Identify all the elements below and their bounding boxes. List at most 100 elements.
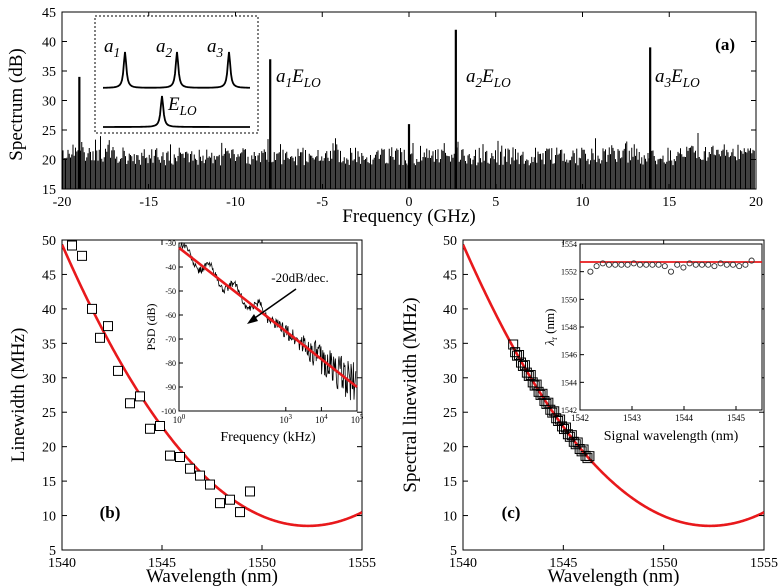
y-tick-label-a: 15 (42, 183, 56, 198)
inset-x-tick-label: 103 (280, 413, 293, 425)
inset-y-tick-label: -30 (165, 239, 176, 248)
inset-y-tick-label: -70 (165, 335, 176, 344)
x-tick-label: 1555 (348, 556, 376, 571)
tick-exponent: 4 (324, 413, 328, 421)
x-axis-label: Wavelength (nm) (146, 566, 278, 587)
data-point (78, 251, 87, 260)
y-tick-label-a: 35 (42, 65, 56, 80)
y-axis-label: Spectral linewidth (MHz) (400, 297, 421, 492)
inset-y-tick-label: 1542 (561, 406, 577, 415)
x-tick-label-a: 15 (662, 195, 676, 210)
inset-y-tick-label: -50 (165, 287, 176, 296)
inset-y-label-unit: (nm) (542, 309, 557, 334)
data-point (136, 392, 145, 401)
inset-y-tick-label: -90 (165, 383, 176, 392)
inset-label-a-base: a (104, 36, 114, 57)
inset-y-tick-label: 1548 (561, 323, 577, 332)
panel-label: (b) (100, 503, 121, 522)
y-tick-label: 20 (42, 441, 56, 456)
data-point (126, 399, 135, 408)
y-tick-label-a: 20 (42, 154, 56, 169)
inset-y-tick-label: 1546 (561, 351, 577, 360)
y-tick-label: 25 (443, 406, 457, 421)
inset-frame-a (95, 16, 258, 133)
data-point (196, 471, 205, 480)
y-tick-label-a: 40 (42, 36, 56, 51)
y-tick-label: 15 (443, 475, 457, 490)
data-point (216, 499, 225, 508)
peak-annotation: a3ELO (655, 66, 700, 90)
data-point (176, 453, 185, 462)
peak-annotation-tail: E (481, 66, 494, 87)
y-tick-label: 50 (443, 234, 457, 249)
inset-label-a-sub: LO (179, 103, 197, 118)
inset-y-axis-label: PSD (dB) (144, 303, 158, 350)
inset-y-tick-label: -40 (165, 263, 176, 272)
x-tick-label-a: 5 (492, 195, 499, 210)
y-axis-label-a: Spectrum (dB) (6, 48, 27, 160)
panel-label-a: (a) (715, 35, 735, 54)
y-tick-label: 35 (443, 337, 457, 352)
inset-x-tick-label: 1545 (727, 413, 746, 423)
inset-y-tick-label: 1552 (561, 268, 577, 277)
tick-exponent: 5 (360, 413, 364, 421)
inset-y-tick-label: 1554 (561, 240, 577, 249)
x-tick-label-a: 10 (576, 195, 590, 210)
data-point (246, 487, 255, 496)
peak-annotation-base: a (655, 66, 665, 87)
panel-label: (c) (502, 503, 521, 522)
panel-c: 1540 1545 1550 15555101520253035404550Wavel… (400, 234, 778, 587)
y-tick-label: 15 (42, 475, 56, 490)
data-point (166, 451, 175, 460)
y-tick-label: 5 (450, 544, 457, 559)
y-tick-label-a: 45 (42, 6, 56, 21)
x-tick-label: 1555 (750, 556, 778, 571)
data-point (88, 304, 97, 313)
x-tick-label-a: -15 (139, 195, 158, 210)
y-axis-label: Linewidth (MHz) (8, 328, 29, 463)
y-tick-label: 30 (42, 372, 56, 387)
y-tick-label: 50 (42, 234, 56, 249)
x-tick-label-a: -10 (226, 195, 245, 210)
peak-annotation-tail-sub: LO (303, 75, 321, 90)
y-tick-label: 10 (443, 510, 457, 525)
inset-annotation: -20dB/dec. (271, 270, 328, 285)
tick-exponent: 0 (182, 413, 186, 421)
y-tick-label: 25 (42, 406, 56, 421)
data-point (236, 508, 245, 517)
inset-label-a-sub: 2 (166, 45, 173, 60)
inset-x-tick-label: 104 (315, 413, 328, 425)
data-point (68, 241, 77, 250)
data-point (104, 322, 113, 331)
inset-y-tick-label: -100 (161, 407, 176, 416)
x-tick-label-a: 20 (749, 195, 763, 210)
data-point (146, 424, 155, 433)
inset-y-tick-label: -80 (165, 359, 176, 368)
data-point (156, 422, 165, 431)
peak-annotation-tail-sub: LO (493, 75, 511, 90)
y-tick-label: 20 (443, 441, 457, 456)
y-tick-label: 40 (443, 303, 457, 318)
peak-annotation: a2ELO (466, 66, 511, 90)
peak-annotation-sub: 1 (286, 75, 293, 90)
y-tick-label: 45 (443, 268, 457, 283)
y-tick-label-a: 25 (42, 124, 56, 139)
data-point (114, 366, 123, 375)
y-tick-label: 35 (42, 337, 56, 352)
panel-b: 1540 1545 1550 15555101520253035404550Wavel… (8, 234, 376, 587)
inset-x-tick-label: 1544 (675, 413, 694, 423)
inset-x-axis-label: Signal wavelength (nm) (604, 429, 739, 444)
peak-annotation-base: a (276, 66, 286, 87)
peak-annotation: a1ELO (276, 66, 321, 90)
peak-annotation-tail-sub: LO (682, 75, 700, 90)
data-point (226, 495, 235, 504)
y-tick-label-a: 30 (42, 95, 56, 110)
y-tick-label: 40 (42, 303, 56, 318)
inset-label-a-base: E (167, 94, 180, 115)
inset-y-tick-label: 1550 (561, 295, 577, 304)
x-tick-label-a: -5 (316, 195, 328, 210)
inset-y-axis-label: λr (nm) (542, 309, 559, 347)
y-tick-label: 5 (49, 544, 56, 559)
x-axis-label-a: Frequency (GHz) (342, 206, 475, 227)
